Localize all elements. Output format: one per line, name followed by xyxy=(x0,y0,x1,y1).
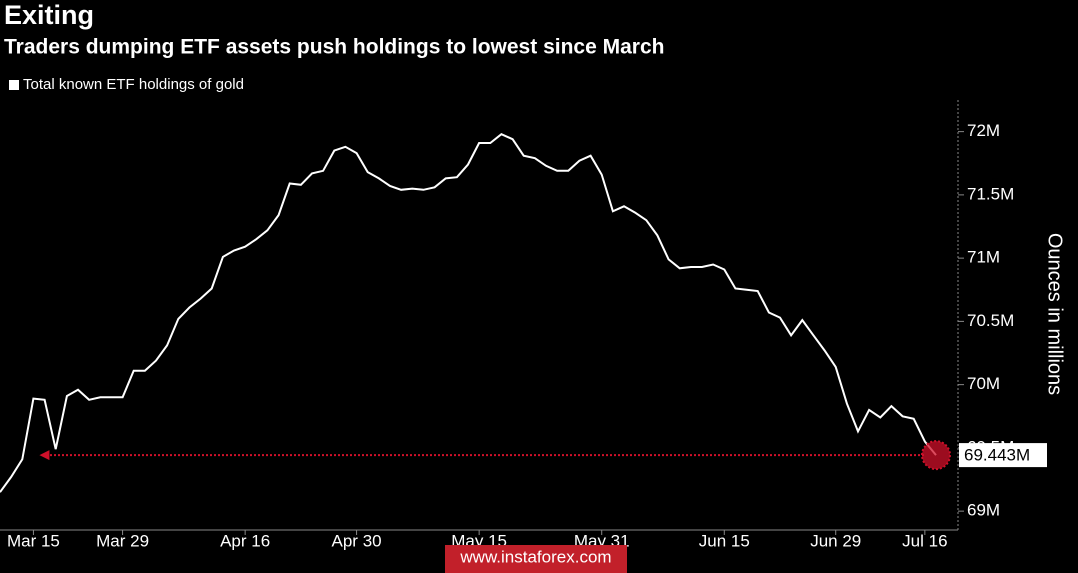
highlight-dot xyxy=(921,440,951,471)
watermark: www.instaforex.com xyxy=(459,547,611,566)
y-tick-label: 70M xyxy=(967,374,1000,393)
x-tick-label: Jun 29 xyxy=(810,531,861,550)
highlight-arrowhead xyxy=(39,450,50,461)
x-tick-label: Apr 30 xyxy=(332,531,382,550)
watermark-box xyxy=(445,545,627,573)
value-label-box xyxy=(959,443,1047,468)
y-tick-label: 71.5M xyxy=(967,184,1014,203)
line-series xyxy=(0,133,937,493)
x-tick-label: Jun 15 xyxy=(699,531,750,550)
x-tick-label: Mar 15 xyxy=(7,531,60,550)
x-tick-label: Jul 16 xyxy=(902,531,947,550)
legend-label: Total known ETF holdings of gold xyxy=(23,76,244,93)
y-tick-label: 69M xyxy=(967,501,1000,520)
chart-subtitle: Traders dumping ETF assets push holdings… xyxy=(4,36,664,59)
legend-swatch xyxy=(9,80,19,90)
x-tick-label: Mar 29 xyxy=(96,531,149,550)
value-label: 69.443M xyxy=(964,446,1030,465)
y-tick-label: 72M xyxy=(967,121,1000,140)
y-tick-label: 70.5M xyxy=(967,311,1014,330)
y-tick-label: 71M xyxy=(967,248,1000,267)
x-tick-label: Apr 16 xyxy=(220,531,270,550)
chart-title: Exiting xyxy=(4,0,94,30)
y-axis-label: Ounces in millions xyxy=(1044,233,1066,395)
